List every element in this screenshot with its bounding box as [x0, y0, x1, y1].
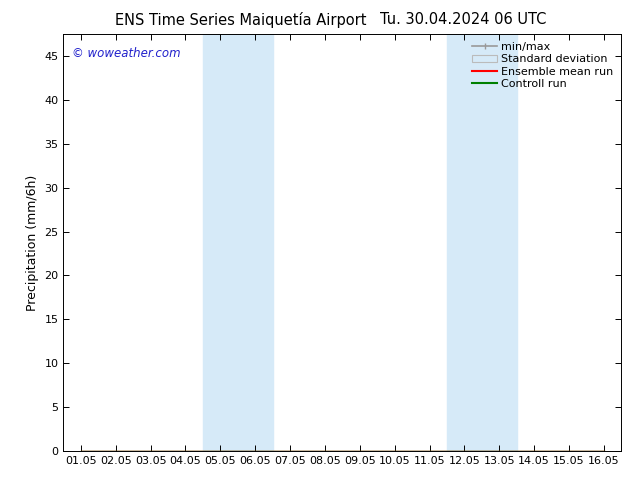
- Text: © woweather.com: © woweather.com: [72, 47, 181, 60]
- Legend: min/max, Standard deviation, Ensemble mean run, Controll run: min/max, Standard deviation, Ensemble me…: [470, 40, 616, 91]
- Text: ENS Time Series Maiquetía Airport: ENS Time Series Maiquetía Airport: [115, 12, 366, 28]
- Text: Tu. 30.04.2024 06 UTC: Tu. 30.04.2024 06 UTC: [380, 12, 546, 27]
- Bar: [447, 34, 517, 451]
- Bar: [203, 34, 273, 451]
- Y-axis label: Precipitation (mm/6h): Precipitation (mm/6h): [26, 174, 39, 311]
